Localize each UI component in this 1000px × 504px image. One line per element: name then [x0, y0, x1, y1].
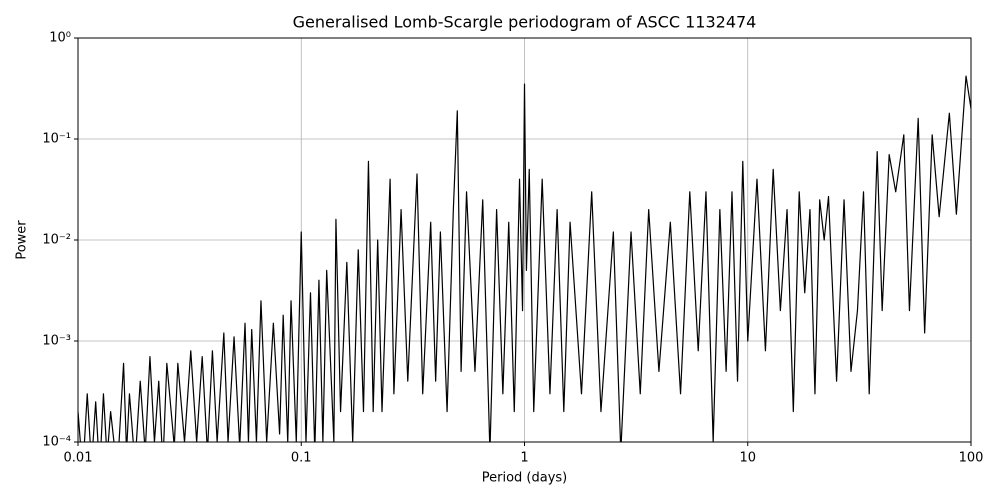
- y-axis-label: Power: [15, 220, 30, 260]
- x-tick-label: 0.01: [64, 451, 93, 466]
- y-tick-label: 10⁻²: [42, 233, 71, 248]
- y-tick-label: 10⁻¹: [42, 132, 71, 147]
- x-axis-label: Period (days): [482, 471, 568, 486]
- x-tick-label: 10: [739, 451, 756, 466]
- x-tick-label: 1: [520, 451, 528, 466]
- plot-frame: [77, 37, 972, 443]
- series-line: [78, 75, 971, 442]
- y-tick-label: 10⁰: [49, 31, 71, 46]
- chart-title: Generalised Lomb-Scargle periodogram of …: [293, 13, 757, 32]
- x-tick-label: 0.1: [291, 451, 312, 466]
- plot-area: [78, 75, 971, 442]
- x-tick-label: 100: [959, 451, 984, 466]
- y-tick-label: 10⁻³: [42, 334, 71, 349]
- y-tick-label: 10⁻⁴: [42, 435, 71, 450]
